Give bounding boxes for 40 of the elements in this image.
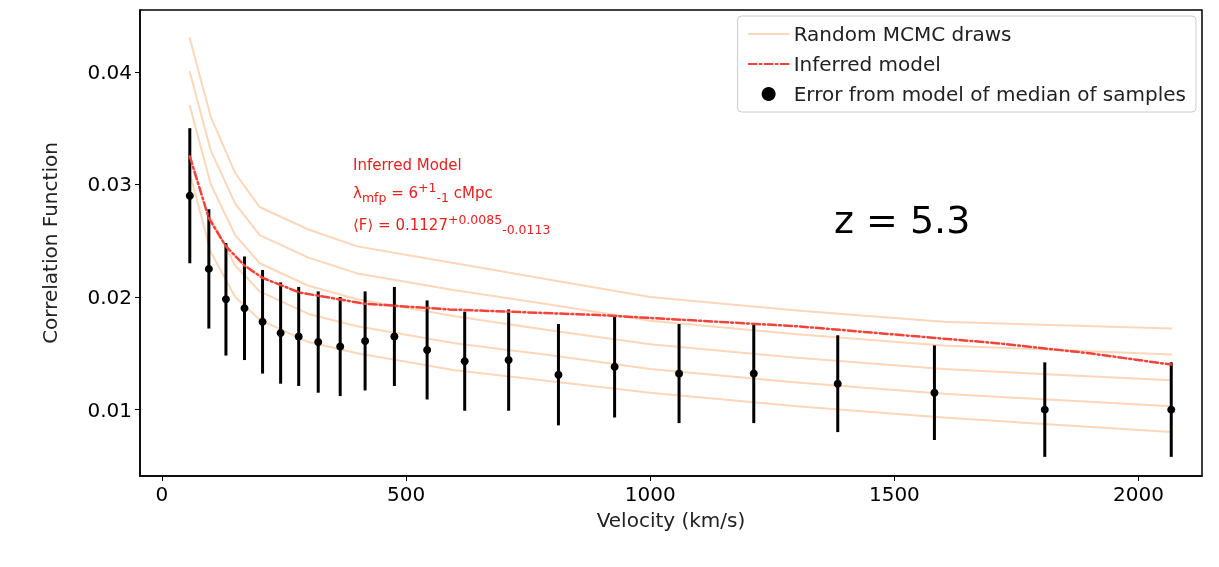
x-tick-label: 2000 [1113, 482, 1164, 506]
point [276, 329, 285, 338]
legend-label: Error from model of median of samples [793, 82, 1186, 106]
line-series [188, 155, 1173, 366]
point [504, 356, 513, 365]
point [294, 332, 303, 341]
point [1167, 405, 1176, 414]
legend-label: Inferred model [793, 52, 941, 76]
x-axis-title: Velocity (km/s) [596, 508, 746, 532]
point [361, 336, 370, 345]
point [460, 357, 469, 366]
x-tick-label: 1500 [868, 482, 920, 506]
annotation: z = 5.3 [834, 198, 971, 242]
point [930, 388, 939, 397]
annotation: Inferred Model [353, 156, 462, 174]
point [336, 342, 345, 351]
y-tick-label: 0.03 [87, 172, 132, 197]
point [258, 317, 267, 326]
legend-label: Random MCMC draws [793, 22, 1012, 46]
point [221, 295, 230, 304]
point [240, 304, 249, 313]
x-tick-label: 1000 [624, 482, 676, 506]
point [390, 332, 399, 341]
point [423, 345, 432, 354]
y-axis-title: Correlation Function [38, 142, 62, 344]
y-tick-label: 0.04 [87, 59, 132, 84]
point [185, 191, 194, 200]
point [314, 338, 323, 347]
y-tick-label: 0.02 [87, 285, 132, 310]
point [675, 369, 684, 378]
x-tick-label: 500 [387, 482, 426, 506]
point [833, 379, 842, 388]
point [554, 370, 563, 379]
x-tick-label: 0 [155, 482, 169, 506]
point [1040, 405, 1049, 414]
point [204, 264, 213, 273]
point [610, 362, 619, 371]
point [749, 369, 758, 378]
y-tick-label: 0.01 [87, 397, 132, 422]
annotation: λ$_{mfp}$ = 6$^{+1}$$_{-1}$ cMpc [353, 180, 493, 205]
